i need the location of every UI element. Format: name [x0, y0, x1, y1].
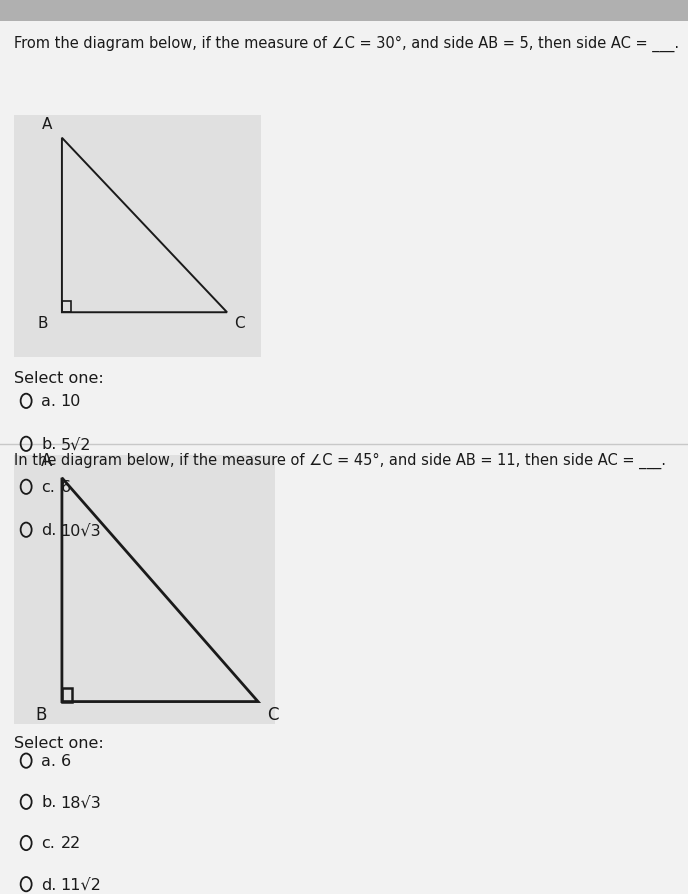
Bar [62, 688, 72, 702]
Text: 18√3: 18√3 [61, 795, 101, 809]
Text: Select one:: Select one: [14, 735, 103, 750]
Text: A: A [41, 116, 52, 131]
Text: d.: d. [41, 523, 56, 537]
Text: 6: 6 [61, 754, 71, 768]
Text: b.: b. [41, 437, 56, 451]
Bar [14, 456, 275, 724]
Text: From the diagram below, if the measure of ∠C = 30°, and side AB = 5, then side A: From the diagram below, if the measure o… [14, 36, 679, 52]
Text: C: C [268, 705, 279, 723]
Bar [14, 116, 261, 358]
Text: A: A [41, 451, 52, 469]
Text: 5√2: 5√2 [61, 437, 91, 451]
Text: 10√3: 10√3 [61, 523, 101, 537]
Bar [62, 301, 71, 313]
Text: 22: 22 [61, 836, 80, 850]
Text: In the diagram below, if the measure of ∠C = 45°, and side AB = 11, then side AC: In the diagram below, if the measure of … [14, 452, 666, 468]
Text: C: C [234, 316, 245, 331]
Text: 6: 6 [61, 480, 71, 494]
Text: d.: d. [41, 877, 56, 891]
Bar [0, 0, 688, 22]
Text: a.: a. [41, 754, 56, 768]
Text: 11√2: 11√2 [61, 877, 101, 891]
Text: Select one:: Select one: [14, 371, 103, 386]
Text: a.: a. [41, 394, 56, 409]
Text: b.: b. [41, 795, 56, 809]
Text: c.: c. [41, 836, 55, 850]
Text: c.: c. [41, 480, 55, 494]
Text: B: B [37, 316, 48, 331]
Text: 10: 10 [61, 394, 81, 409]
Text: B: B [36, 705, 47, 723]
